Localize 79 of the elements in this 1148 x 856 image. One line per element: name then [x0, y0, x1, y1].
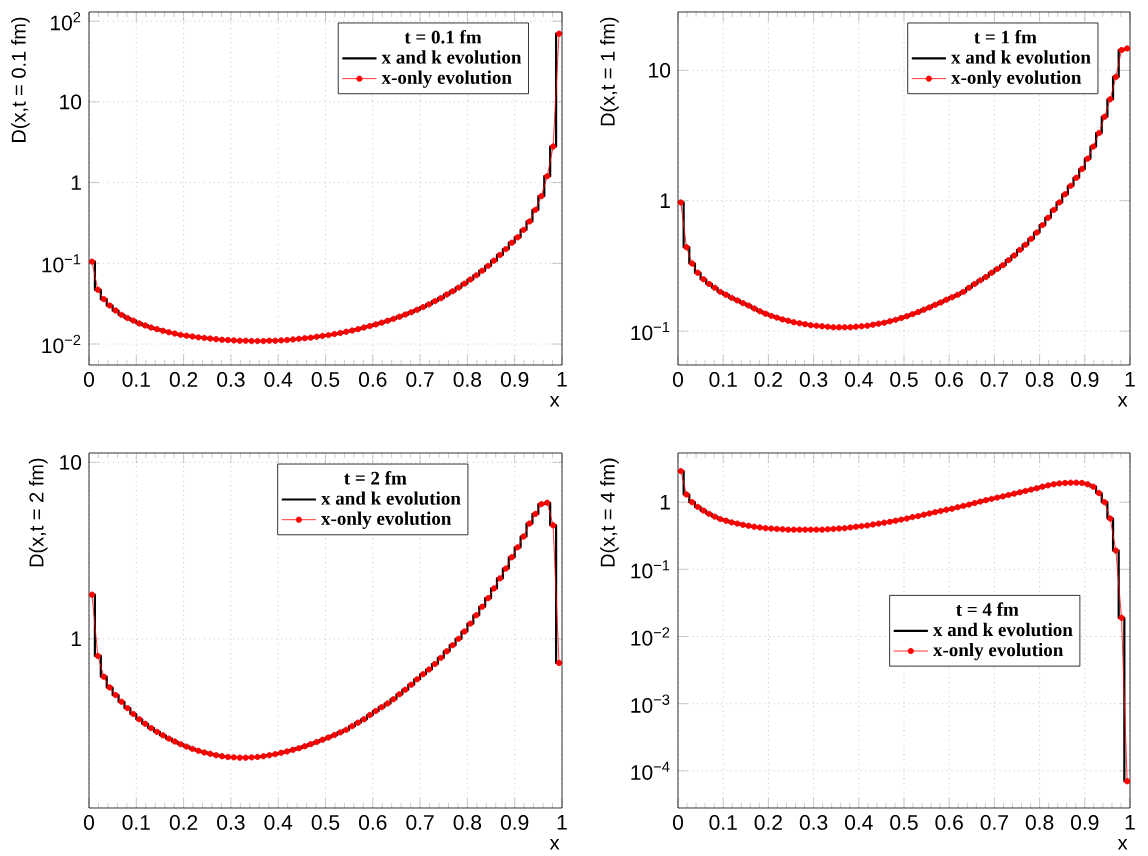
legend-label: x-only evolution: [951, 70, 1082, 88]
x-tick-label: 1: [557, 372, 567, 387]
x-tick-label: 0.8: [1025, 372, 1054, 387]
x-tick-label: 0: [83, 372, 95, 387]
x-tick-label: 0.1: [709, 372, 737, 387]
y-axis-title: D(x,t = 0.1 fm): [11, 17, 30, 142]
x-tick-label: 0.2: [754, 372, 782, 387]
x-tick-label: 0.8: [453, 815, 482, 830]
x-tick-label: 0.4: [264, 372, 293, 387]
x-tick-label: 0.3: [799, 372, 828, 387]
x-tick-label: 1: [557, 815, 567, 830]
y-axis-title: D(x,t = 2 fm): [28, 458, 48, 567]
y-axis-title: D(x,t = 1 fm): [600, 17, 619, 126]
x-tick-label: 0: [672, 372, 684, 387]
x-tick-label: 0.2: [169, 815, 198, 830]
y-tick-label: 1: [71, 631, 81, 647]
y-tick-label: 10$^{−2}$: [631, 627, 670, 646]
y-tick-label: 10$^{−1}$: [631, 321, 670, 341]
y-tick-label: 10$^{−4}$: [631, 761, 670, 780]
x-tick-label: 0.2: [169, 372, 198, 387]
x-tick-label: 0.5: [890, 815, 918, 830]
y-tick-label: 10: [649, 62, 671, 78]
x-tick-label: 0.6: [935, 815, 963, 830]
y-tick-label: 10$^{−3}$: [631, 694, 670, 713]
x-tick-label: 0.7: [406, 372, 434, 387]
x-tick-label: 0.5: [311, 815, 340, 830]
x-tick-label: 0.2: [754, 815, 782, 830]
x-tick-label: 0.8: [1025, 815, 1054, 830]
y-axis-title: D(x,t = 4 fm): [600, 458, 619, 567]
x-tick-label: 0.1: [122, 815, 150, 830]
x-tick-label: 0.7: [406, 815, 434, 830]
x-tick-label: 0.1: [122, 372, 150, 387]
legend-label: x-only evolution: [381, 70, 512, 88]
legend-label: x and k evolution: [951, 50, 1091, 64]
y-tick-label: 1: [660, 193, 670, 208]
x-tick-label: 0.5: [890, 372, 918, 387]
legend-label: x and k evolution: [381, 50, 522, 64]
x-tick-label: 0.9: [1071, 372, 1099, 387]
x-tick-label: 0.6: [359, 815, 387, 830]
x-tick-label: 0.5: [311, 372, 340, 387]
x-tick-label: 0.7: [980, 815, 1008, 830]
x-tick-label: 1: [1125, 372, 1135, 387]
x-tick-label: 0.3: [217, 372, 245, 387]
x-tick-label: 0.4: [845, 372, 873, 387]
x-tick-label: 0: [83, 815, 95, 830]
y-tick-label: 10: [60, 454, 82, 470]
x-tick-label: 0.9: [1071, 815, 1099, 830]
y-tick-label: 10$^{2}$: [51, 11, 81, 31]
x-tick-label: 0: [672, 815, 684, 830]
legend-label: x-only evolution: [933, 642, 1064, 661]
x-tick-label: 0.4: [264, 815, 293, 830]
y-tick-label: 10: [60, 94, 82, 110]
x-tick-label: 0.3: [799, 815, 828, 830]
legend-title: t = 1 fm: [974, 29, 1037, 44]
legend-label: x and k evolution: [321, 491, 461, 505]
y-tick-label: 10$^{−1}$: [631, 560, 670, 579]
y-tick-label: 1: [660, 494, 670, 510]
legend-title: t = 2 fm: [344, 471, 407, 485]
x-axis-title: x: [1117, 838, 1128, 850]
legend-title: t = 0.1 fm: [404, 29, 482, 44]
x-tick-label: 0.3: [217, 815, 245, 830]
x-tick-label: 0.7: [980, 372, 1008, 387]
x-axis-title: x: [549, 395, 560, 407]
y-tick-label: 10$^{−2}$: [42, 334, 81, 354]
y-tick-label: 10$^{−1}$: [42, 254, 81, 273]
legend-label: x and k evolution: [933, 622, 1073, 637]
legend-title: t = 4 fm: [956, 602, 1019, 616]
x-tick-label: 0.1: [709, 815, 737, 830]
x-tick-label: 0.9: [500, 815, 529, 830]
x-tick-label: 0.9: [500, 372, 529, 387]
legend-label: x-only evolution: [321, 511, 452, 529]
x-tick-label: 0.6: [359, 372, 387, 387]
x-tick-label: 1: [1125, 815, 1135, 830]
y-tick-label: 1: [71, 175, 81, 190]
x-axis-title: x: [549, 838, 560, 850]
x-tick-label: 0.6: [935, 372, 963, 387]
x-axis-title: x: [1117, 395, 1128, 407]
x-tick-label: 0.8: [453, 372, 482, 387]
x-tick-label: 0.4: [845, 815, 873, 830]
